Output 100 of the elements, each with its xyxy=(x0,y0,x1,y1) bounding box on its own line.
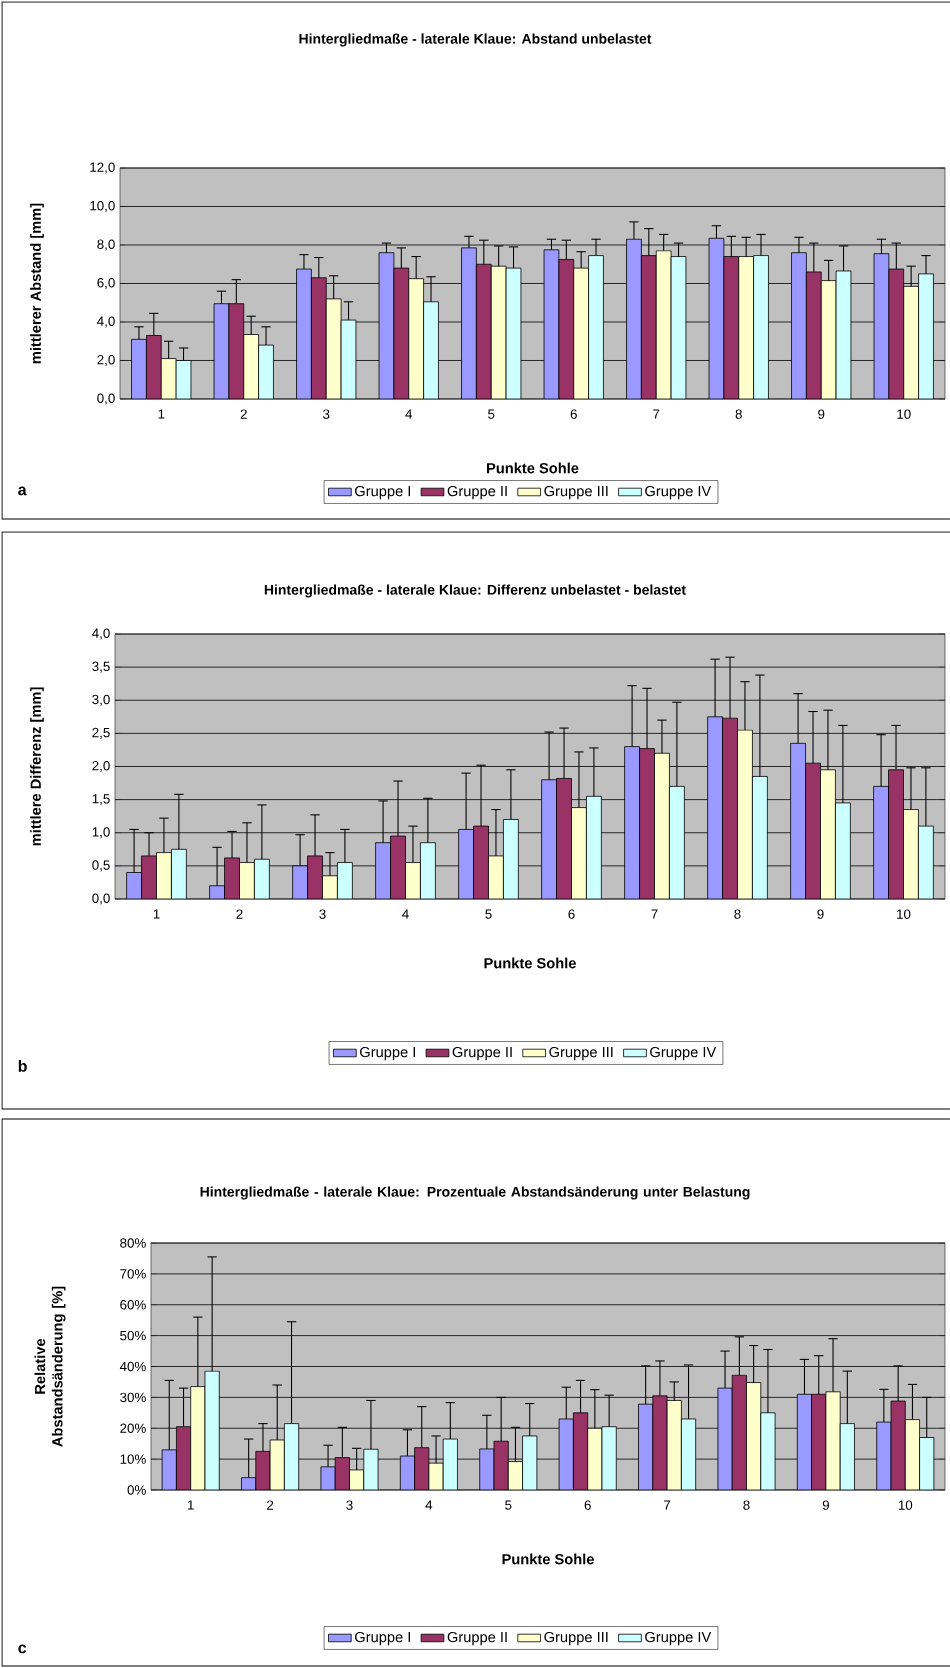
legend-label: Gruppe I xyxy=(355,485,411,500)
bar xyxy=(791,252,807,399)
text: b xyxy=(18,1060,27,1072)
x-tick-label: 4 xyxy=(402,909,409,919)
x-tick-label: 9 xyxy=(818,409,825,419)
bar xyxy=(825,1391,841,1490)
bar xyxy=(503,819,519,899)
y-tick-label: 70% xyxy=(120,1269,146,1279)
x-tick-label: 7 xyxy=(653,409,660,419)
y-tick-label: 50% xyxy=(120,1330,146,1341)
x-tick-label: 10 xyxy=(897,409,911,419)
text: a xyxy=(18,486,27,496)
bar xyxy=(760,1412,776,1490)
y-axis-title: mittlere Differenz [mm] xyxy=(30,687,44,846)
x-tick-label: 10 xyxy=(898,1500,913,1510)
bar xyxy=(746,1382,762,1490)
bar xyxy=(626,238,642,399)
x-axis-title: Punkte Sohle xyxy=(484,957,576,969)
y-tick-label: 60% xyxy=(120,1300,146,1310)
y-tick-label: 8,0 xyxy=(97,239,115,251)
y-tick-label: 12,0 xyxy=(90,162,115,174)
y-tick-label: 80% xyxy=(120,1238,146,1248)
bar xyxy=(624,746,640,899)
x-tick-label: 8 xyxy=(734,909,741,919)
legend-label: Gruppe III xyxy=(544,485,608,500)
bar xyxy=(707,716,723,899)
legend-label: Gruppe IV xyxy=(645,485,712,500)
y-tick-label: 0,0 xyxy=(92,893,110,905)
x-tick-label: 6 xyxy=(568,909,575,919)
y-tick-label: 40% xyxy=(119,1361,146,1372)
x-tick-label: 1 xyxy=(153,909,160,919)
y-tick-label: 1,0 xyxy=(92,827,110,839)
x-tick-label: 5 xyxy=(485,909,492,919)
y-tick-label: 30% xyxy=(120,1392,146,1403)
x-tick-label: 5 xyxy=(488,409,495,419)
y-axis-title: Relative Abstandsänderung [%] xyxy=(34,1286,66,1447)
chart-title: Hintergliedmaße - laterale Klaue: Prozentuale Abstandsänderung unter Belastung xyxy=(200,1186,750,1200)
x-tick-label: 8 xyxy=(735,409,742,419)
x-tick-label: 3 xyxy=(319,909,326,919)
legend-label: Gruppe II xyxy=(447,1631,507,1646)
legend-label: Gruppe I xyxy=(355,1631,410,1646)
bar xyxy=(873,785,889,899)
y-tick-label: 20% xyxy=(120,1423,146,1433)
x-tick-label: 1 xyxy=(188,1500,194,1510)
bar xyxy=(254,858,270,899)
x-tick-label: 6 xyxy=(584,1500,591,1510)
y-tick-label: 4,0 xyxy=(92,628,110,640)
bar xyxy=(204,1370,220,1490)
x-tick-label: 7 xyxy=(664,1500,671,1510)
bar xyxy=(461,247,477,399)
bar xyxy=(586,795,602,899)
bar xyxy=(752,776,768,899)
x-tick-label: 4 xyxy=(405,409,413,419)
y-tick-label: 1,5 xyxy=(92,794,110,806)
bar xyxy=(190,1386,206,1490)
x-tick-label: 3 xyxy=(346,1500,353,1510)
x-tick-label: 6 xyxy=(570,409,577,419)
y-tick-label: 6,0 xyxy=(97,277,115,290)
x-tick-label: 10 xyxy=(897,909,911,919)
bar xyxy=(669,785,685,899)
x-tick-label: 9 xyxy=(817,909,824,919)
x-tick-label: 4 xyxy=(425,1500,433,1510)
bar xyxy=(296,268,312,399)
x-tick-label: 2 xyxy=(236,909,243,919)
bar xyxy=(337,862,353,899)
legend-label: Gruppe III xyxy=(544,1631,608,1646)
x-tick-label: 5 xyxy=(505,1500,512,1510)
y-tick-label: 0,0 xyxy=(97,393,115,405)
x-tick-label: 3 xyxy=(323,409,330,419)
bar xyxy=(918,825,934,899)
text: c xyxy=(18,1644,27,1654)
y-tick-label: 3,0 xyxy=(92,694,110,706)
bar xyxy=(420,842,436,899)
x-tick-label: 2 xyxy=(240,409,247,419)
y-tick-label: 2,0 xyxy=(92,760,110,773)
x-tick-label: 1 xyxy=(158,409,165,419)
y-tick-label: 0,5 xyxy=(92,860,110,872)
y-tick-label: 10% xyxy=(120,1454,146,1464)
legend-label: Gruppe II xyxy=(452,1046,512,1061)
y-axis-title: mittlerer Abstand [mm] xyxy=(30,203,44,364)
x-axis-title: Punkte Sohle xyxy=(502,1553,594,1565)
bar xyxy=(790,742,806,899)
y-tick-label: 4,0 xyxy=(97,316,115,328)
bar xyxy=(375,842,391,899)
bar xyxy=(171,848,187,899)
y-tick-label: 2,0 xyxy=(97,354,115,367)
chart-title: Hintergliedmaße - laterale Klaue: Differenz unbelastet - belastet xyxy=(264,584,686,598)
y-tick-label: 0% xyxy=(127,1485,146,1495)
legend-label: Gruppe IV xyxy=(645,1631,712,1646)
bar xyxy=(835,802,851,899)
y-tick-label: 10,0 xyxy=(90,201,115,213)
chart-title: Hintergliedmaße - laterale Klaue: Abstand unbelastet xyxy=(299,33,652,47)
legend-label: Gruppe III xyxy=(549,1046,613,1061)
x-tick-label: 9 xyxy=(822,1500,829,1510)
bar xyxy=(541,779,557,899)
bar xyxy=(131,338,147,399)
bar xyxy=(458,829,474,899)
legend-label: Gruppe II xyxy=(447,485,507,500)
legend-label: Gruppe I xyxy=(360,1046,415,1061)
legend-label: Gruppe IV xyxy=(650,1046,717,1061)
